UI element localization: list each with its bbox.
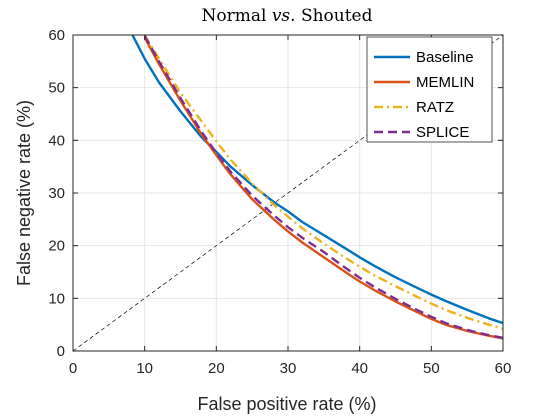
y-tick-label: 40 (48, 132, 65, 149)
title-main: Normal (201, 6, 271, 26)
chart-title: Normal vs. Shouted (201, 6, 372, 26)
x-tick-label: 40 (351, 360, 368, 377)
series-line-memlin (143, 37, 504, 340)
y-tick-label: 60 (48, 27, 65, 44)
x-tick-label: 20 (208, 360, 225, 377)
x-tick-label: 50 (423, 360, 440, 377)
legend-label-memlin: MEMLIN (416, 74, 474, 91)
y-tick-label: 50 (48, 80, 65, 97)
legend-label-splice: SPLICE (416, 124, 469, 141)
legend-label-ratz: RATZ (416, 99, 454, 116)
series-group (131, 34, 504, 340)
y-tick-label: 10 (48, 290, 65, 307)
y-axis-ticks: 0 10 20 30 40 50 60 (48, 27, 503, 360)
x-tick-label: 60 (495, 360, 512, 377)
series-line-splice (143, 35, 504, 339)
x-tick-label: 10 (136, 360, 153, 377)
y-tick-label: 30 (48, 185, 65, 202)
y-axis-label: False negative rate (%) (14, 100, 34, 286)
series-line-baseline (131, 34, 504, 325)
legend: Baseline MEMLIN RATZ SPLICE (366, 36, 493, 143)
title-vs: vs. (272, 6, 296, 26)
title-end: Shouted (296, 6, 373, 26)
y-tick-label: 20 (48, 238, 65, 255)
x-axis-ticks: 0 10 20 30 40 50 60 (69, 35, 512, 377)
legend-label-baseline: Baseline (416, 49, 474, 66)
y-tick-label: 0 (57, 343, 65, 360)
x-axis-label: False positive rate (%) (197, 394, 376, 414)
x-tick-label: 30 (280, 360, 297, 377)
legend-box (366, 36, 493, 143)
x-tick-label: 0 (69, 360, 77, 377)
